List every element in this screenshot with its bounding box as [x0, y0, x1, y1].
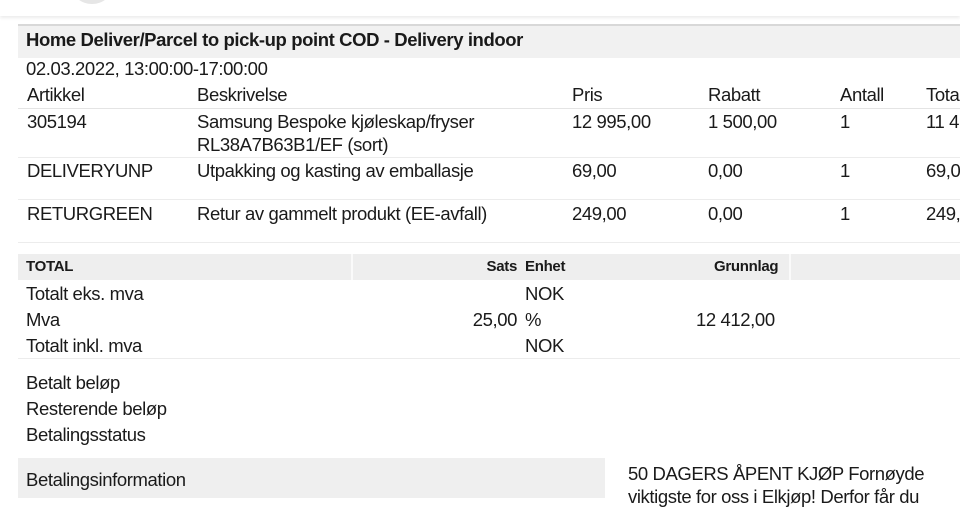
rabatt: 0,00	[708, 160, 743, 181]
col-antall: Antall	[840, 84, 884, 105]
artikkel: DELIVERYUNP	[27, 160, 153, 181]
col-artikkel: Artikkel	[27, 84, 85, 105]
totals-row-enhet: %	[525, 309, 542, 330]
antall: 1	[840, 111, 850, 132]
totals-row-label: Totalt inkl. mva	[26, 335, 142, 356]
payment-info-box	[18, 458, 605, 498]
totals-row-enhet: NOK	[525, 335, 564, 356]
top-bar	[0, 0, 960, 16]
totals-grunnlag-header: Grunnlag	[714, 258, 779, 275]
artikkel: RETURGREEN	[27, 203, 153, 224]
col-pris: Pris	[572, 84, 603, 105]
col-rabatt: Rabatt	[708, 84, 761, 105]
totals-enhet-header: Enhet	[525, 258, 566, 275]
divider	[18, 108, 960, 109]
artikkel: 305194	[27, 111, 87, 132]
cell-divider	[789, 254, 791, 280]
beskrivelse: Samsung Bespoke kjøleskap/fryser	[197, 111, 475, 132]
antall: 1	[840, 203, 850, 224]
divider	[18, 358, 960, 359]
pris: 249,00	[572, 203, 627, 224]
totals-row-sats: 25,00	[472, 309, 518, 330]
payment-status-label: Betalingsstatus	[26, 424, 146, 445]
promo-text-line2: viktigste for oss i Elkjøp! Derfor får d…	[628, 486, 920, 507]
total: 11 4	[926, 111, 960, 132]
beskrivelse-line2: RL38A7B63B1/EF (sort)	[197, 134, 389, 155]
cell-divider	[351, 254, 353, 280]
beskrivelse: Retur av gammelt produkt (EE-avfall)	[197, 203, 487, 224]
totals-row-enhet: NOK	[525, 283, 564, 304]
remaining-amount-label: Resterende beløp	[26, 398, 167, 419]
beskrivelse: Utpakking og kasting av emballasje	[197, 160, 474, 181]
col-beskrivelse: Beskrivelse	[197, 84, 288, 105]
promo-text: 50 DAGERS ÅPENT KJØP Fornøyde	[628, 463, 925, 484]
totals-label: TOTAL	[26, 258, 74, 275]
rabatt: 0,00	[708, 203, 743, 224]
pris: 69,00	[572, 160, 617, 181]
payment-info-title: Betalingsinformation	[26, 469, 186, 490]
totals-row-grunnlag: 12 412,00	[696, 309, 775, 330]
order-title: Home Deliver/Parcel to pick-up point COD…	[26, 29, 523, 50]
paid-amount-label: Betalt beløp	[26, 372, 120, 393]
total: 249,	[926, 203, 960, 224]
totals-row-label: Mva	[26, 309, 60, 330]
total: 69,0	[926, 160, 960, 181]
divider	[18, 242, 960, 243]
order-title-bar	[18, 24, 960, 58]
divider	[18, 157, 960, 158]
totals-row-label: Totalt eks. mva	[26, 283, 144, 304]
delivery-date: 02.03.2022, 13:00:00-17:00:00	[26, 58, 268, 79]
rabatt: 1 500,00	[708, 111, 777, 132]
pris: 12 995,00	[572, 111, 651, 132]
divider	[18, 199, 960, 200]
totals-sats-header: Sats	[486, 258, 518, 275]
col-total: Tota	[926, 84, 960, 105]
antall: 1	[840, 160, 850, 181]
totals-header-bar	[18, 254, 960, 280]
avatar	[72, 0, 112, 4]
